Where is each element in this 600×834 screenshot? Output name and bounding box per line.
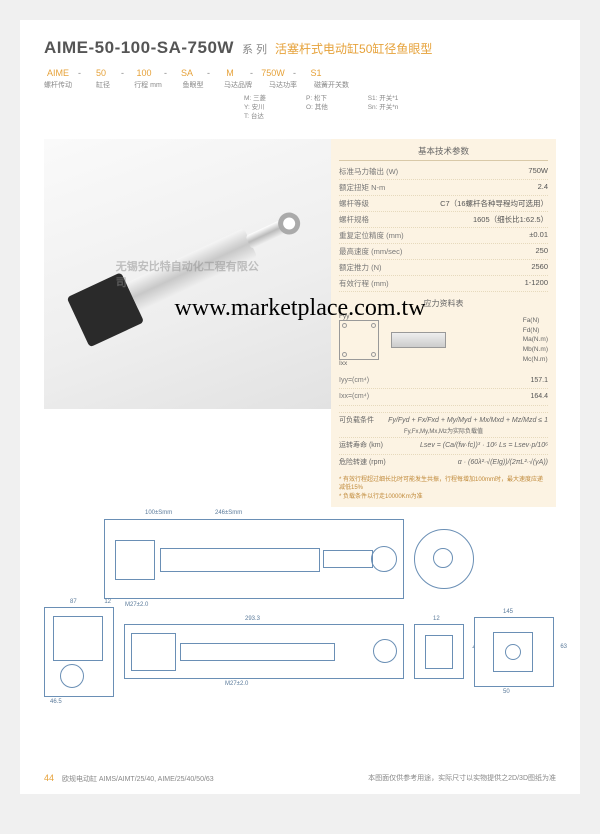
series-label: 系 列 [242, 41, 267, 57]
order-code-labels: 螺杆传动 缸径 行程 mm 鱼眼型 马达品牌 马达功率 磁簧开关数 [44, 80, 556, 90]
product-render: 无锡安比特自动化工程有限公司 [44, 139, 331, 409]
code-label: 磁簧开关数 [314, 80, 349, 90]
code-seg: M [216, 68, 244, 78]
legend-col: S1: 开关*1 Sn: 开关*n [368, 94, 399, 121]
spec-row: 额定扭矩 N-m2.4 [339, 180, 548, 196]
code-label: 鱼眼型 [179, 80, 207, 90]
inertia-block: Iyy=(cm⁴)157.1 Ixx=(cm⁴)164.4 [339, 373, 548, 405]
code-label: 缸径 [89, 80, 117, 90]
drawing-top: 246±Smm 100±Smm M27±2.0 Ø36加油阀 [104, 519, 404, 599]
force-diagram: Fyy Ixx Fa(N) Fd(N) Ma(N.m) Mb(N.m) Mc(N… [339, 313, 548, 367]
code-seg: 750W [259, 68, 287, 78]
spec-row: 有效行程 (mm)1-1200 [339, 276, 548, 292]
legend-col: P: 松下 O: 其他 [306, 94, 328, 121]
spec-row: 最高速度 (mm/sec)250 [339, 244, 548, 260]
model-number: AIME-50-100-SA-750W [44, 38, 234, 58]
technical-drawings: 246±Smm 100±Smm M27±2.0 Ø36加油阀 87 12 46.… [44, 519, 556, 697]
code-legend: M: 三菱 Y: 安川 T: 台达 P: 松下 O: 其他 S1: 开关*1 S… [244, 94, 556, 121]
spec-header: 基本技术参数 [339, 145, 548, 161]
drawing-eye-detail [414, 529, 474, 589]
spec-row: 额定推力 (N)2560 [339, 260, 548, 276]
spec-panel: 基本技术参数 标准马力输出 (W)750W 额定扭矩 N-m2.4 螺杆等级C7… [331, 139, 556, 507]
legend-col: M: 三菱 Y: 安川 T: 台达 [244, 94, 266, 121]
footer-right: 本图面仅供参考用途，实际尺寸以实物提供之2D/3D图纸为准 [368, 773, 556, 784]
code-seg: 50 [87, 68, 115, 78]
code-seg: 100 [130, 68, 158, 78]
actuator-illustration [71, 192, 304, 357]
code-label: 螺杆传动 [44, 80, 72, 90]
formula-block: 可负载条件Fy/Fyd + Fx/Fxd + My/Myd + Mx/Mxd +… [339, 412, 548, 470]
footer-left: 44 欧规电动缸 AIMS/AIMT/25/40, AIME/25/40/50/… [44, 773, 214, 784]
drawing-flange: 145 63 50 [474, 617, 554, 687]
drawing-motor-side: 87 12 46.5 [44, 607, 114, 697]
code-label: 马达功率 [269, 80, 297, 90]
code-seg: AIME [44, 68, 72, 78]
spec-notes: * 有效行程超过细长比时可能发生共振，行程每增加100mm时，最大速度应递减低1… [339, 476, 548, 501]
subtitle: 活塞杆式电动缸50缸径鱼眼型 [275, 40, 432, 57]
code-label: 马达品牌 [224, 80, 252, 90]
page-number: 44 [44, 773, 54, 783]
footer: 44 欧规电动缸 AIMS/AIMT/25/40, AIME/25/40/50/… [44, 773, 556, 784]
code-seg: S1 [302, 68, 330, 78]
drawing-side: 293.3 M27±2.0 [124, 624, 404, 679]
flange-sketch [339, 320, 379, 360]
order-code-row: AIME- 50- 100- SA- M- 750W- S1 [44, 68, 556, 78]
content-area: 无锡安比特自动化工程有限公司 基本技术参数 标准马力输出 (W)750W 额定扭… [44, 139, 556, 507]
code-label: 行程 mm [134, 80, 162, 90]
spec-row: 螺杆等级C7（16螺杆各种导程均可选用） [339, 196, 548, 212]
datasheet-page: AIME-50-100-SA-750W 系 列 活塞杆式电动缸50缸径鱼眼型 A… [20, 20, 580, 794]
title-row: AIME-50-100-SA-750W 系 列 活塞杆式电动缸50缸径鱼眼型 [44, 38, 556, 58]
spec-row: 螺杆规格1605（细长比1:62.5） [339, 212, 548, 228]
rod-sketch [391, 332, 446, 348]
drawing-front: 12 45 [414, 624, 464, 679]
force-labels: Fa(N) Fd(N) Ma(N.m) Mb(N.m) Mc(N.m) [523, 316, 548, 365]
code-seg: SA [173, 68, 201, 78]
spec-row: 重复定位精度 (mm)±0.01 [339, 228, 548, 244]
spec-row: 标准马力输出 (W)750W [339, 164, 548, 180]
force-header: 应力资料表 [339, 298, 548, 309]
